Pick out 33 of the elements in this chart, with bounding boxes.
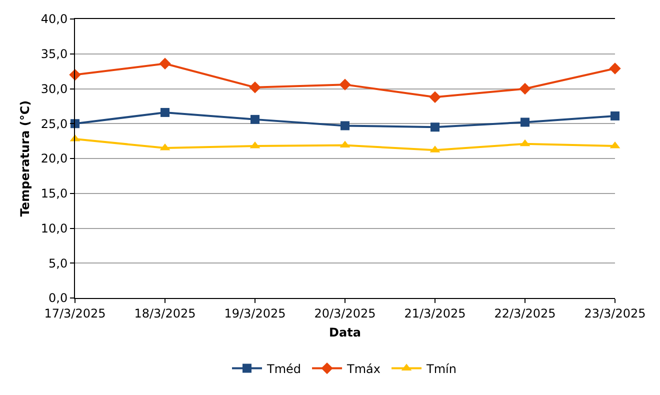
x-tick-label: 19/3/2025 [224,306,286,320]
x-tick-label: 22/3/2025 [494,306,556,320]
point [520,118,530,127]
point [609,62,621,74]
legend-label: Tméd [266,362,302,376]
legend-label: Tmín [426,362,456,376]
point [249,82,261,94]
y-tick-label: 0,0 [48,291,68,306]
y-tick-label: 10,0 [40,221,68,236]
point [160,108,170,117]
x-tick-label: 20/3/2025 [314,306,376,320]
y-tick-label: 15,0 [40,186,68,201]
y-tick-label: 35,0 [40,47,68,62]
x-axis-title: Data [329,325,361,340]
point [610,111,620,120]
y-tick-label: 30,0 [40,82,68,96]
point [339,78,351,90]
y-tick-label: 20,0 [40,152,68,166]
point [429,91,441,103]
y-axis-title: Temperatura (°C) [18,100,32,217]
x-tick-label: 21/3/2025 [404,306,466,320]
point [340,121,350,130]
point [250,114,260,124]
y-tick-label: 40,0 [40,12,68,26]
point [519,82,531,95]
x-tick-label: 18/3/2025 [134,306,196,320]
x-tick-label: 17/3/2025 [44,306,106,320]
x-tick-label: 23/3/2025 [584,306,646,320]
legend-label: Tmáx [346,362,381,376]
y-tick-label: 25,0 [40,116,68,131]
y-tick-label: 5,0 [48,256,68,270]
point [159,58,171,70]
point [430,122,440,132]
